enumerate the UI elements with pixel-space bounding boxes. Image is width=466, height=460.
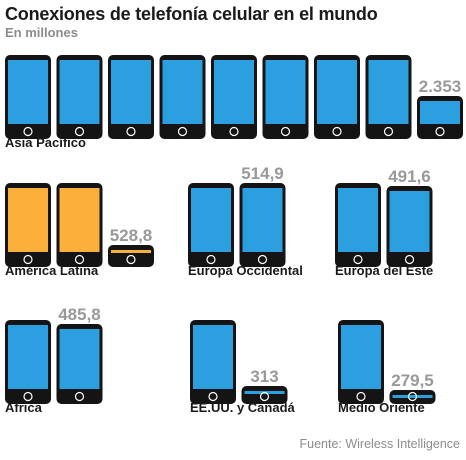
phone-icon-america-latina-1 <box>5 183 51 267</box>
phone-icon-asia-pacifico-5-screen <box>214 60 254 124</box>
phone-icon-asia-pacifico-4 <box>159 55 206 139</box>
phone-icon-europa-del-este-partial-home-button <box>404 254 415 265</box>
phone-icon-europa-occidental-partial-screen <box>242 188 283 252</box>
phone-icon-asia-pacifico-5 <box>211 55 257 139</box>
region-america-latina: 528,8 América Latina <box>5 183 154 278</box>
region-medio-oriente: 279,5 Medio Oriente <box>338 320 436 415</box>
phone-icon-asia-pacifico-6-screen <box>265 60 306 124</box>
phone-icon-asia-pacifico-7 <box>314 55 360 139</box>
phone-icon-america-latina-partial-screen <box>111 250 151 253</box>
value-label-africa: 485,8 <box>58 305 101 324</box>
value-label-medio-oriente: 279,5 <box>391 371 434 390</box>
region-europa-occidental: 514,9 Europa Occidental <box>188 164 303 278</box>
phone-icon-europa-occidental-partial <box>239 183 286 267</box>
region-asia-pacifico: 2.353 Asia Pacífico <box>5 55 463 150</box>
phone-icon-asia-pacifico-8-home-button <box>383 126 394 137</box>
phone-icon-america-latina-partial <box>108 245 154 267</box>
chart-title: Conexiones de telefonía celular en el mu… <box>5 4 378 24</box>
phone-icon-asia-pacifico-1-screen <box>8 60 48 124</box>
phone-icon-europa-occidental-partial-home-button <box>257 254 268 265</box>
phone-icon-asia-pacifico-3-home-button <box>126 126 136 137</box>
value-label-europa-occidental: 514,9 <box>241 164 284 183</box>
region-label-asia-pacifico: Asia Pacífico <box>5 135 86 150</box>
chart-subtitle: En millones <box>5 25 78 40</box>
region-label-america-latina: América Latina <box>5 263 99 278</box>
phone-icon-europa-del-este-1 <box>335 183 381 267</box>
phone-icon-asia-pacifico-8 <box>365 55 412 139</box>
phone-icon-europa-del-este-1-home-button <box>353 254 363 265</box>
phone-icon-medio-oriente-partial-screen <box>392 395 433 398</box>
phone-icon-ee-uu-y-canada-partial <box>241 386 288 404</box>
phone-icon-asia-pacifico-6-home-button <box>280 126 291 137</box>
phone-icon-medio-oriente-partial-home-button <box>407 391 418 402</box>
phone-icon-america-latina-1-home-button <box>23 254 33 265</box>
phone-icon-asia-pacifico-partial-screen <box>420 101 460 124</box>
phone-icon-medio-oriente-1-screen <box>341 325 381 389</box>
phone-icon-europa-del-este-1-screen <box>338 188 378 252</box>
region-africa: 485,8 África <box>5 305 103 415</box>
phone-icon-ee-uu-y-canada-partial-home-button <box>259 391 270 402</box>
phone-icon-medio-oriente-1-home-button <box>356 391 366 402</box>
phone-icon-medio-oriente-partial <box>389 390 436 404</box>
phone-icon-ee-uu-y-canada-partial-body <box>241 386 288 404</box>
region-ee-uu-y-canada: 313 EE.UU. y Canadá <box>190 320 296 415</box>
region-europa-del-este: 491,6 Europa del Este <box>335 167 433 278</box>
region-label-ee-uu-y-canada: EE.UU. y Canadá <box>190 400 296 415</box>
phone-icon-asia-pacifico-8-screen <box>368 60 409 124</box>
phone-icon-ee-uu-y-canada-1 <box>190 320 236 404</box>
phone-icon-medio-oriente-1 <box>338 320 384 404</box>
region-label-medio-oriente: Medio Oriente <box>338 400 425 415</box>
value-label-europa-del-este: 491,6 <box>388 167 431 186</box>
phone-icon-america-latina-1-screen <box>8 188 48 252</box>
source-note: Fuente: Wireless Intelligence <box>299 437 461 451</box>
phone-icon-america-latina-2-screen <box>59 188 100 252</box>
phone-icon-asia-pacifico-6 <box>262 55 309 139</box>
phone-icon-asia-pacifico-partial <box>417 96 463 139</box>
phone-icon-america-latina-2 <box>56 183 103 267</box>
phone-icon-asia-pacifico-partial-home-button <box>435 126 445 137</box>
phone-icon-ee-uu-y-canada-1-screen <box>193 325 233 389</box>
value-label-ee-uu-y-canada: 313 <box>250 367 278 386</box>
phone-icon-asia-pacifico-2 <box>56 55 103 139</box>
phone-icon-africa-partial-home-button <box>74 391 85 402</box>
phone-icon-europa-occidental-1-screen <box>191 188 231 252</box>
region-label-africa: África <box>5 400 43 415</box>
phone-icon-africa-partial-screen <box>59 329 100 389</box>
phone-icon-europa-del-este-partial <box>386 186 433 267</box>
phone-icon-africa-1 <box>5 320 51 404</box>
phone-icon-asia-pacifico-1-home-button <box>23 126 33 137</box>
phone-icon-asia-pacifico-3-screen <box>111 60 151 124</box>
phone-icon-asia-pacifico-3 <box>108 55 154 139</box>
phone-icon-asia-pacifico-7-screen <box>317 60 357 124</box>
phone-icon-europa-occidental-1-home-button <box>206 254 216 265</box>
phone-icon-america-latina-partial-home-button <box>126 254 136 265</box>
phone-icon-africa-partial <box>56 324 103 404</box>
phone-icon-asia-pacifico-1 <box>5 55 51 139</box>
phone-icon-america-latina-2-home-button <box>74 254 85 265</box>
value-label-asia-pacifico: 2.353 <box>419 77 462 96</box>
phone-icon-asia-pacifico-7-home-button <box>332 126 342 137</box>
phone-icon-europa-occidental-1 <box>188 183 234 267</box>
phone-icon-asia-pacifico-2-screen <box>59 60 100 124</box>
phone-icon-asia-pacifico-2-home-button <box>74 126 85 137</box>
phone-icon-africa-1-home-button <box>23 391 33 402</box>
phone-icon-ee-uu-y-canada-1-home-button <box>208 391 218 402</box>
region-label-europa-occidental: Europa Occidental <box>188 263 303 278</box>
value-label-america-latina: 528,8 <box>110 226 153 245</box>
region-label-europa-del-este: Europa del Este <box>335 263 433 278</box>
phone-icon-africa-1-screen <box>8 325 48 389</box>
phone-icon-europa-del-este-partial-screen <box>389 191 430 252</box>
phone-icon-asia-pacifico-4-screen <box>162 60 203 124</box>
phone-icon-asia-pacifico-5-home-button <box>229 126 239 137</box>
phone-icon-asia-pacifico-4-home-button <box>177 126 188 137</box>
